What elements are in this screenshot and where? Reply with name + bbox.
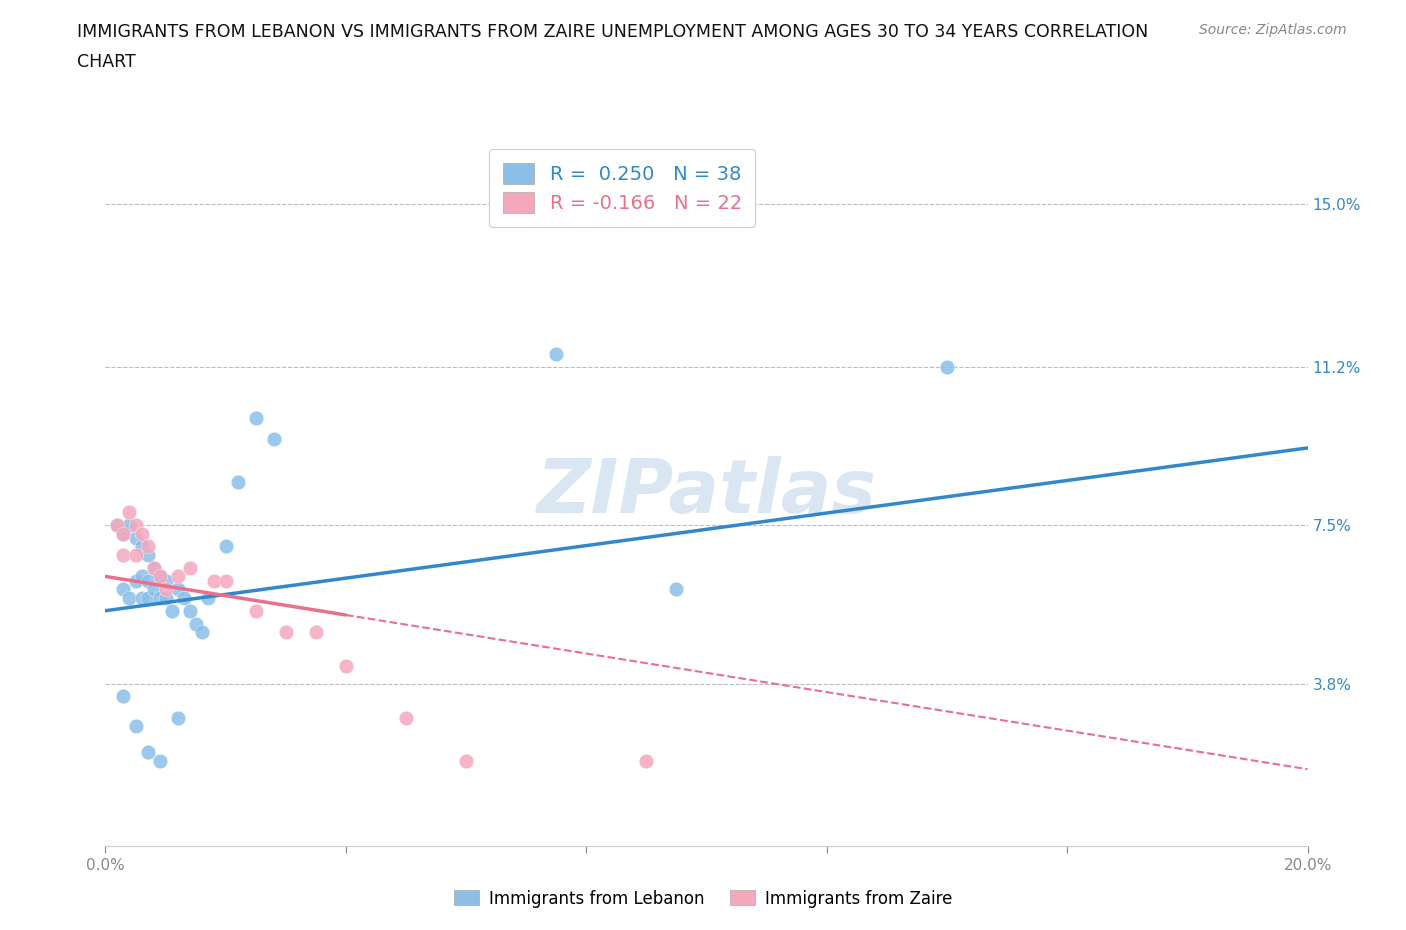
Point	[245, 604, 267, 618]
Point	[124, 518, 146, 533]
Text: Source: ZipAtlas.com: Source: ZipAtlas.com	[1199, 23, 1347, 37]
Point	[118, 505, 141, 520]
Point	[148, 591, 170, 605]
Point	[155, 582, 177, 597]
Point	[395, 711, 418, 725]
Point	[142, 561, 165, 576]
Point	[118, 518, 141, 533]
Point	[202, 573, 225, 588]
Point	[179, 561, 201, 576]
Point	[142, 561, 165, 576]
Text: IMMIGRANTS FROM LEBANON VS IMMIGRANTS FROM ZAIRE UNEMPLOYMENT AMONG AGES 30 TO 3: IMMIGRANTS FROM LEBANON VS IMMIGRANTS FR…	[77, 23, 1149, 41]
Point	[226, 474, 249, 489]
Point	[148, 569, 170, 584]
Point	[124, 573, 146, 588]
Point	[166, 711, 188, 725]
Point	[131, 569, 153, 584]
Point	[124, 548, 146, 563]
Point	[546, 346, 568, 361]
Point	[136, 573, 159, 588]
Point	[166, 569, 188, 584]
Point	[112, 526, 135, 541]
Point	[636, 753, 658, 768]
Point	[155, 591, 177, 605]
Point	[197, 591, 219, 605]
Point	[142, 582, 165, 597]
Point	[214, 573, 236, 588]
Point	[148, 753, 170, 768]
Point	[155, 573, 177, 588]
Legend: Immigrants from Lebanon, Immigrants from Zaire: Immigrants from Lebanon, Immigrants from…	[447, 883, 959, 914]
Point	[131, 539, 153, 554]
Point	[107, 518, 129, 533]
Point	[335, 659, 357, 674]
Point	[166, 582, 188, 597]
Point	[245, 410, 267, 425]
Point	[136, 591, 159, 605]
Point	[107, 518, 129, 533]
Point	[131, 591, 153, 605]
Point	[124, 719, 146, 734]
Point	[136, 539, 159, 554]
Point	[112, 526, 135, 541]
Point	[136, 548, 159, 563]
Point	[665, 582, 688, 597]
Point	[263, 432, 285, 446]
Point	[454, 753, 477, 768]
Point	[160, 604, 183, 618]
Point	[179, 604, 201, 618]
Point	[274, 625, 297, 640]
Legend: R =  0.250   N = 38, R = -0.166   N = 22: R = 0.250 N = 38, R = -0.166 N = 22	[489, 149, 755, 227]
Point	[936, 359, 959, 374]
Point	[124, 530, 146, 545]
Point	[305, 625, 328, 640]
Point	[214, 539, 236, 554]
Point	[136, 745, 159, 760]
Point	[148, 569, 170, 584]
Point	[173, 591, 195, 605]
Point	[190, 625, 212, 640]
Point	[112, 548, 135, 563]
Point	[112, 582, 135, 597]
Text: CHART: CHART	[77, 53, 136, 71]
Text: ZIPatlas: ZIPatlas	[537, 457, 876, 529]
Point	[118, 591, 141, 605]
Point	[184, 616, 207, 631]
Point	[112, 689, 135, 704]
Point	[131, 526, 153, 541]
